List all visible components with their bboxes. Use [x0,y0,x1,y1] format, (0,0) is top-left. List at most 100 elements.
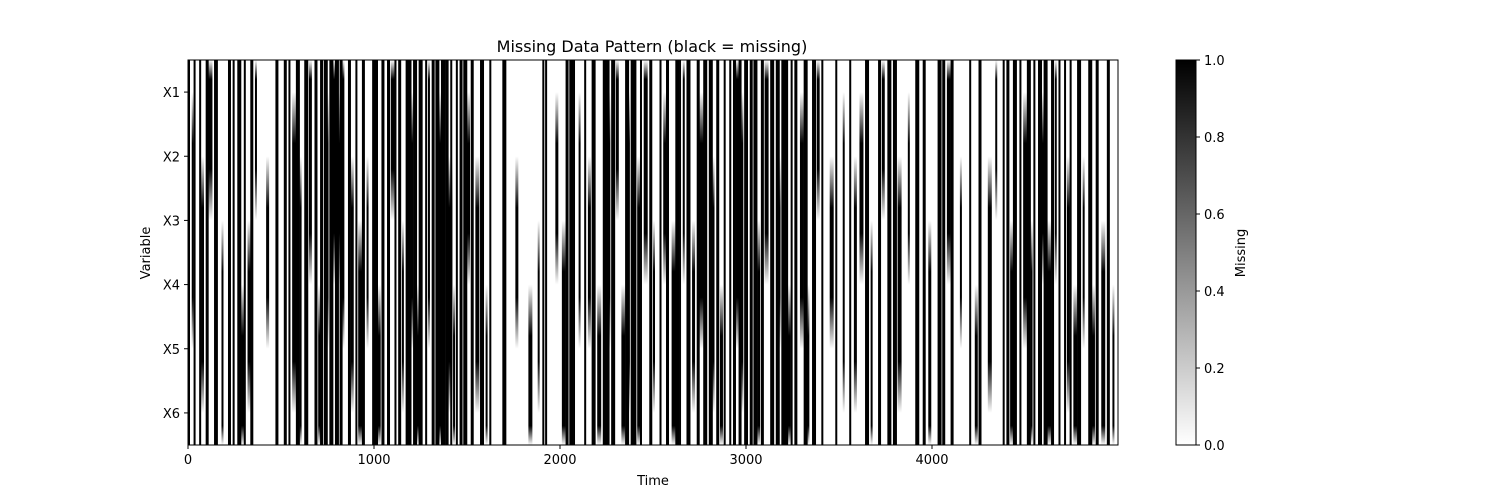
missing-column-stripe [502,60,507,445]
missing-column-stripe [214,60,218,445]
missing-partial-stripe [799,92,804,349]
missing-column-stripe [790,60,793,445]
chart-title: Missing Data Pattern (black = missing) [497,37,808,56]
missing-partial-stripe [946,60,951,285]
missing-column-stripe [675,60,680,445]
missing-column-stripe [1019,60,1022,445]
missing-partial-stripe [427,60,430,349]
missing-column-stripe [1033,60,1036,445]
missing-partial-stripe [787,284,791,445]
missing-column-stripe [746,60,748,445]
missing-partial-stripe [1054,60,1057,285]
missing-partial-stripe [537,220,540,413]
missing-column-stripe [347,60,351,445]
missing-column-stripe [387,60,391,445]
y-tick-label: X3 [163,214,180,229]
missing-column-stripe [849,60,852,445]
plot-frame [187,59,1119,446]
missing-column-stripe [969,60,972,445]
missing-partial-stripe [829,156,834,349]
y-axis-label: Variable [139,227,154,280]
missing-partial-stripe [515,156,519,349]
missing-partial-stripe [615,60,619,221]
missing-column-stripe [1006,60,1010,445]
missing-partial-stripe [555,92,559,285]
missing-column-stripe [394,60,397,445]
missing-column-stripe [812,60,817,445]
missing-column-stripe [250,60,254,445]
missing-column-stripe [703,60,708,445]
missing-partial-stripe [757,220,761,445]
missing-column-stripe [770,60,775,445]
missing-partial-stripe [621,284,626,445]
missing-partial-stripe [1112,284,1115,445]
missing-column-stripe [545,60,548,445]
missing-column-stripe [407,60,412,445]
missing-partial-stripe [853,156,857,413]
missing-column-stripe [1077,60,1082,445]
missing-column-stripe [398,60,402,445]
missing-partial-stripe [842,92,845,413]
missing-column-stripe [666,60,670,445]
missing-column-stripe [459,60,463,445]
missing-column-stripe [480,60,485,445]
missing-column-stripe [361,60,365,445]
missing-column-stripe [199,60,202,445]
missing-column-stripe [1095,60,1099,445]
missing-partial-stripe [1010,220,1014,445]
missing-partial-stripe [1023,92,1028,349]
missing-column-stripe [1069,60,1072,445]
missing-column-stripe [634,60,637,445]
missing-partial-stripe [1082,156,1085,349]
missing-partial-stripe [410,92,414,349]
missing-column-stripe [381,60,385,445]
missing-column-stripe [723,60,726,445]
missing-column-stripe [1088,60,1093,445]
missing-partial-stripe [342,60,345,349]
missing-column-stripe [320,60,324,445]
missing-column-stripe [749,60,753,445]
missing-column-stripe [243,60,246,445]
missing-column-stripe [372,60,375,445]
missing-column-stripe [803,60,808,445]
missing-column-stripe [679,60,682,445]
missing-partial-stripe [266,156,270,349]
y-tick-label: X1 [163,86,180,101]
missing-column-stripe [878,60,882,445]
missing-column-stripe [937,60,942,445]
missing-partial-stripe [643,60,648,285]
missing-column-stripe [630,60,635,445]
missing-partial-stripe [561,220,566,445]
missing-partial-stripe [201,156,205,413]
missing-partial-stripe [627,92,630,413]
missing-partial-stripe [401,220,404,413]
missing-partial-stripe [741,92,744,413]
colorbar-tick-label: 0.8 [1204,131,1225,146]
missing-partial-stripe [358,220,363,445]
y-tick-label: X6 [163,407,180,422]
missing-column-stripe [431,60,435,445]
missing-column-stripe [760,60,764,445]
missing-partial-stripe [671,220,676,445]
colorbar-tick-label: 0.6 [1204,208,1225,223]
missing-column-stripe [784,60,789,445]
missing-partial-stripe [350,156,354,413]
missing-partial-stripe [987,156,992,413]
missing-partial-stripe [390,60,395,221]
missing-column-stripe [686,60,691,445]
missing-partial-stripe [448,156,453,413]
missing-column-stripe [355,60,358,445]
missing-partial-stripe [308,60,312,285]
missing-column-stripe [950,60,954,445]
missing-column-stripe [413,60,418,445]
x-tick-label: 4000 [915,453,948,468]
missing-column-stripe [602,60,607,445]
missing-partial-stripe [415,284,420,445]
missing-column-stripe [425,60,428,445]
missing-column-stripe [659,60,662,445]
missing-partial-stripe [438,92,442,445]
missing-partial-stripe [318,284,323,445]
y-tick-label: X4 [163,279,180,294]
